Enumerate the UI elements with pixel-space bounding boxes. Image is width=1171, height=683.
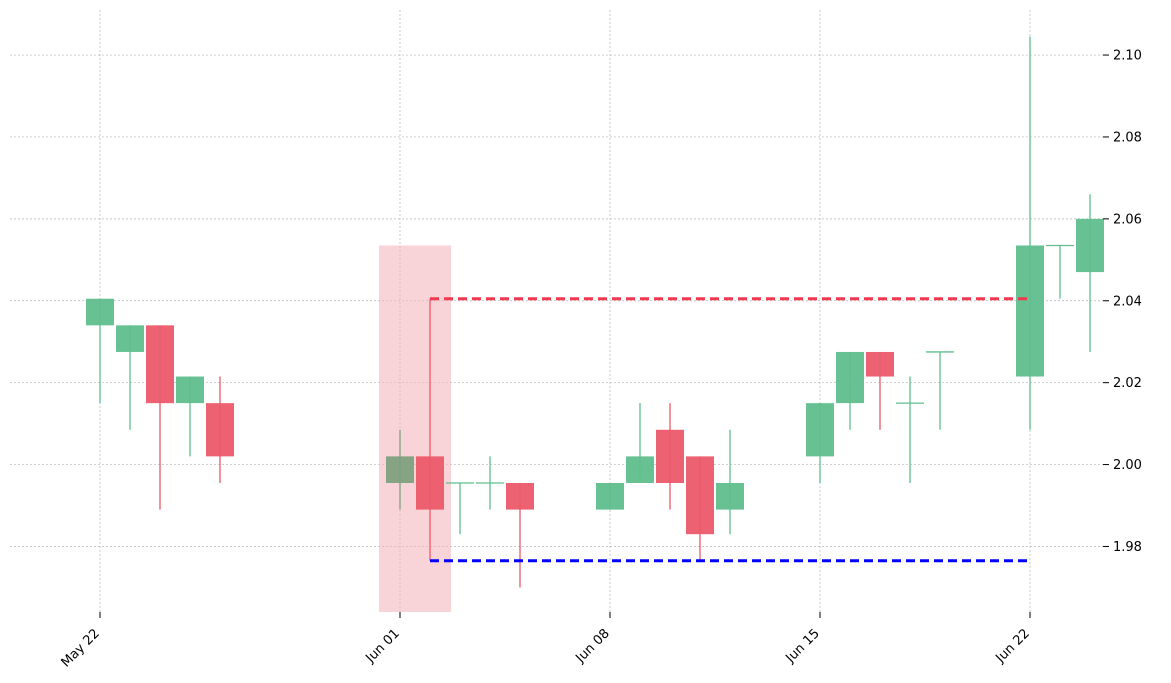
candle-body	[506, 483, 534, 510]
candle	[176, 376, 204, 457]
candle	[596, 483, 624, 510]
candle	[656, 403, 684, 510]
pattern-highlight-band	[379, 245, 451, 612]
y-tick-label: 2.06	[1113, 212, 1142, 227]
candle	[926, 351, 954, 430]
y-tick-label: 2.02	[1113, 376, 1142, 391]
candle-body	[416, 456, 444, 510]
candle-body	[1076, 218, 1104, 273]
x-tick-label: Jun 22	[993, 626, 1033, 666]
candle-body	[1016, 245, 1044, 377]
y-tick-label: 1.98	[1113, 540, 1142, 555]
level-lines	[430, 297, 1030, 563]
candle	[446, 482, 474, 535]
highlight-band	[379, 245, 451, 612]
y-tick-label: 2.08	[1113, 130, 1142, 145]
y-tick-label: 2.00	[1113, 458, 1142, 473]
candle-body	[656, 429, 684, 483]
candle	[866, 351, 894, 430]
y-axis: 1.98 2.00 2.02 2.04 2.06 2.08 2.10	[1103, 49, 1142, 555]
candles	[86, 36, 1104, 588]
candle	[116, 325, 144, 430]
candle-body	[626, 456, 654, 483]
candle-body	[836, 351, 864, 404]
candle-body	[806, 403, 834, 457]
candle	[1016, 36, 1044, 430]
candle-body	[866, 351, 894, 377]
candle-body	[386, 456, 414, 483]
candle	[896, 376, 924, 483]
candle-body	[176, 376, 204, 404]
candle-body	[116, 325, 144, 352]
candle	[626, 403, 654, 483]
x-tick-label: May 22	[59, 626, 103, 670]
candle	[806, 403, 834, 483]
candle-body	[206, 403, 234, 457]
candle	[506, 483, 534, 588]
candle	[686, 456, 714, 561]
candle	[836, 351, 864, 430]
candle	[716, 429, 744, 535]
candle	[146, 325, 174, 510]
candle	[476, 456, 504, 510]
x-axis: May 22 Jun 01 Jun 08 Jun 15 Jun 22	[59, 612, 1033, 670]
candle-body	[86, 298, 114, 326]
y-tick-label: 2.04	[1113, 294, 1142, 309]
grid-lines	[10, 10, 1103, 612]
candle-body	[596, 483, 624, 510]
candle-body	[686, 456, 714, 535]
x-tick-label: Jun 01	[363, 626, 403, 666]
candle-body	[716, 483, 744, 510]
candle	[1046, 244, 1074, 299]
y-tick-label: 2.10	[1113, 49, 1142, 64]
candle	[206, 376, 234, 483]
candle	[416, 298, 444, 561]
x-tick-label: Jun 15	[783, 626, 823, 666]
candle-body	[146, 325, 174, 404]
candle	[86, 298, 114, 404]
candle	[1076, 194, 1104, 352]
candle	[386, 429, 414, 510]
x-tick-label: Jun 08	[573, 626, 613, 666]
